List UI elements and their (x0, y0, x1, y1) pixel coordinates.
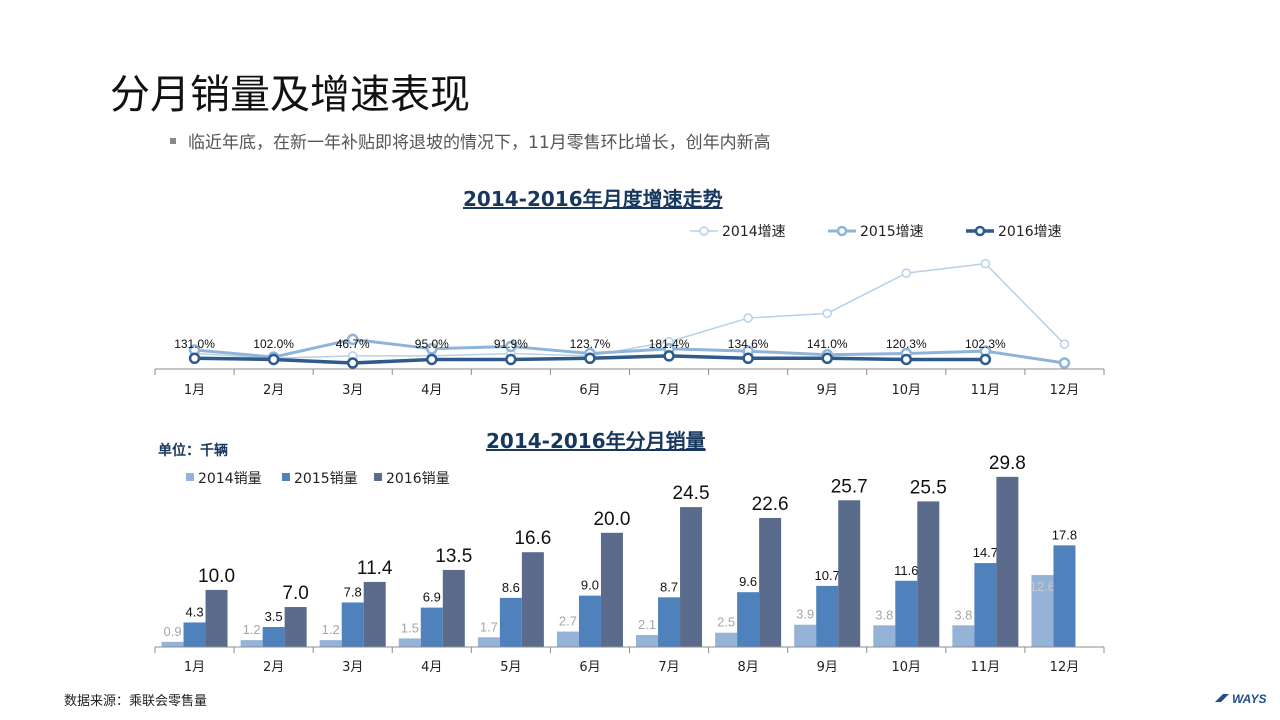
line-x-tick-label: 5月 (500, 383, 521, 398)
line-point (505, 353, 517, 366)
line-point (1058, 357, 1071, 369)
bullet-square-icon (170, 138, 176, 144)
ways-logo: WAYS (1214, 692, 1266, 706)
line-series-path (194, 262, 1065, 360)
line-point (822, 308, 832, 319)
line-point (426, 353, 438, 366)
line-point (980, 258, 991, 269)
line-data-label: 95.0% (415, 337, 449, 351)
bar-chart-title: 2014-2016年分月销量 (486, 429, 706, 453)
line-data-label: 131.0% (174, 337, 215, 351)
line-point (584, 352, 596, 365)
line-point (505, 340, 517, 353)
line-x-tick-label: 7月 (658, 383, 679, 398)
line-point (742, 352, 754, 365)
line-x-tick-label: 1月 (184, 383, 205, 398)
line-legend-marker (974, 225, 986, 237)
line-data-label: 134.6% (728, 337, 769, 351)
line-legend-marker (699, 226, 709, 236)
line-x-tick-label: 4月 (421, 383, 442, 398)
line-legend-marker (836, 225, 848, 237)
unit-label: 单位：千辆 (158, 443, 228, 459)
line-legend-item: 2014增速 (690, 224, 786, 240)
line-point (267, 353, 280, 366)
line-x-tick-label: 9月 (817, 383, 838, 398)
line-point (346, 333, 359, 346)
line-data-label: 102.0% (253, 337, 294, 351)
bullet-point: 临近年底，在新一年补贴即将退坡的情况下，11月零售环比增长，创年内新高 (170, 128, 771, 153)
line-x-tick-label: 2月 (263, 383, 284, 398)
line-x-tick-label: 6月 (579, 383, 600, 398)
line-data-label: 120.3% (886, 337, 927, 351)
line-x-tick-label: 8月 (737, 383, 758, 398)
line-series-2 (188, 333, 1071, 369)
line-point (426, 343, 438, 355)
line-point (979, 353, 992, 366)
line-legend-label: 2015增速 (860, 224, 924, 240)
line-data-label: 102.3% (965, 337, 1006, 351)
line-x-tick-label: 12月 (1050, 383, 1080, 398)
line-point (743, 313, 753, 323)
data-source: 数据来源：乘联会零售量 (64, 694, 208, 709)
line-point (188, 352, 201, 365)
line-point (1059, 339, 1070, 349)
line-data-label: 141.0% (807, 337, 848, 351)
line-x-tick-label: 3月 (342, 383, 363, 398)
line-series-3 (188, 350, 992, 369)
logo-text: WAYS (1232, 692, 1267, 706)
logo-swoosh-icon (1215, 694, 1229, 702)
line-data-label: 181.4% (649, 337, 690, 351)
line-series-path (194, 337, 1065, 365)
line-point (821, 352, 833, 365)
line-x-tick-label: 10月 (892, 383, 922, 398)
line-point (346, 357, 359, 369)
line-legend-item: 2015增速 (828, 224, 924, 240)
line-point (900, 353, 913, 366)
line-legend-label: 2016增速 (998, 224, 1062, 240)
line-x-tick-label: 11月 (971, 383, 1001, 398)
line-legend-item: 2016增速 (966, 224, 1062, 240)
page-title: 分月销量及增速表现 (110, 72, 470, 118)
line-point (901, 268, 912, 278)
line-chart-title: 2014-2016年月度增速走势 (463, 187, 723, 211)
line-data-label: 91.9% (494, 337, 528, 351)
line-point (663, 350, 675, 362)
bullet-text: 临近年底，在新一年补贴即将退坡的情况下，11月零售环比增长，创年内新高 (188, 133, 771, 153)
line-legend-label: 2014增速 (722, 224, 786, 240)
line-data-label: 123.7% (570, 337, 611, 351)
line-data-label: 46.7% (336, 337, 370, 351)
